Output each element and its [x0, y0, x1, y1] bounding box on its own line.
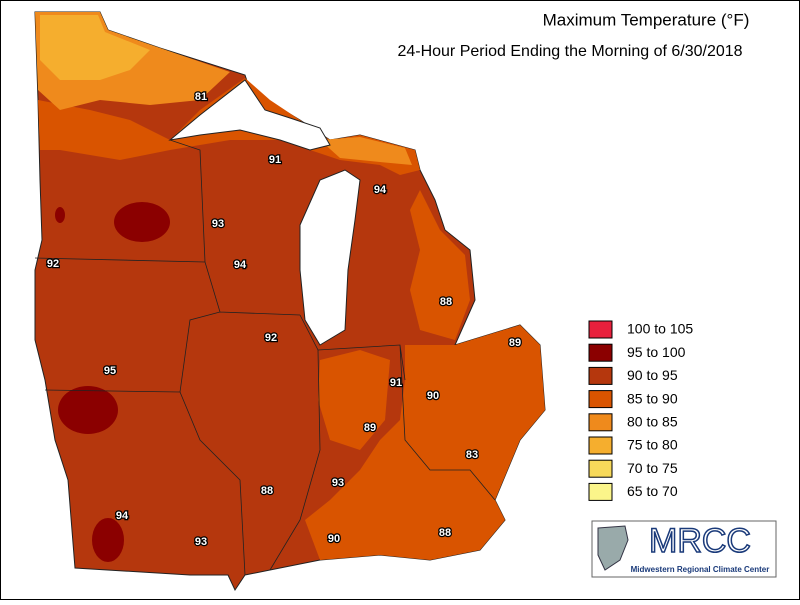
logo-name: MRCC	[649, 522, 751, 560]
legend-swatch	[588, 390, 613, 409]
zone-95-100	[55, 207, 65, 223]
state-borders	[34, 139, 496, 576]
legend-swatch	[588, 459, 613, 478]
legend-swatch	[588, 413, 613, 432]
map-title: Maximum Temperature (°F)	[543, 10, 750, 29]
zone-80-85-up	[320, 137, 412, 165]
legend-label: 85 to 90	[627, 390, 678, 406]
legend-swatch	[588, 366, 613, 385]
legend-label: 90 to 95	[627, 367, 678, 383]
legend-swatch	[588, 343, 613, 362]
legend-label: 80 to 85	[627, 414, 678, 430]
station-label: 91	[390, 377, 402, 389]
legend-label: 100 to 105	[627, 321, 693, 337]
station-label: 94	[374, 184, 387, 196]
station-labels: 81 91 94 93 94 92 88 92 89 95 91 90 89 83 93 88 94 88 90 93	[46, 90, 523, 550]
station-label: 92	[47, 258, 59, 270]
map	[34, 11, 546, 592]
station-label: 90	[427, 390, 439, 402]
zone-85-90-in	[318, 350, 390, 450]
zone-95-100	[92, 518, 124, 562]
station-label: 93	[212, 218, 224, 230]
logo: MRCC Midwestern Regional Climate Center	[591, 520, 777, 578]
legend-label: 65 to 70	[627, 483, 678, 499]
station-label: 94	[116, 510, 129, 522]
lake-superior	[168, 79, 331, 151]
station-label: 91	[269, 154, 281, 166]
station-label: 93	[195, 536, 207, 548]
zone-85-90-east	[305, 325, 545, 560]
station-label: 90	[328, 533, 340, 545]
zone-75-80	[40, 15, 150, 80]
station-label: 92	[265, 332, 277, 344]
station-label: 89	[509, 337, 521, 349]
logo-caption: Midwestern Regional Climate Center	[631, 565, 770, 574]
legend-label: 95 to 100	[627, 344, 686, 360]
station-label: 88	[440, 296, 452, 308]
legend-swatch	[588, 482, 613, 501]
station-label: 95	[104, 365, 116, 377]
legend-label: 75 to 80	[627, 437, 678, 453]
zone-85-90-mi	[410, 190, 470, 340]
zone-95-100	[114, 202, 170, 242]
station-label: 88	[439, 527, 451, 539]
legend-label: 70 to 75	[627, 460, 678, 476]
station-label: 93	[332, 477, 344, 489]
zone-95-100	[58, 386, 118, 434]
map-subtitle: 24-Hour Period Ending the Morning of 6/3…	[397, 43, 742, 60]
legend-swatch	[588, 436, 613, 455]
lake-michigan	[299, 169, 361, 346]
station-label: 89	[364, 422, 376, 434]
legend-swatch	[588, 320, 613, 339]
station-label: 81	[195, 91, 207, 103]
legend: 100 to 105 95 to 100 90 to 95 85 to 90 80 to…	[588, 320, 693, 501]
station-label: 94	[234, 259, 247, 271]
station-label: 83	[466, 449, 478, 461]
station-label: 88	[261, 485, 273, 497]
logo-icon	[597, 525, 629, 571]
